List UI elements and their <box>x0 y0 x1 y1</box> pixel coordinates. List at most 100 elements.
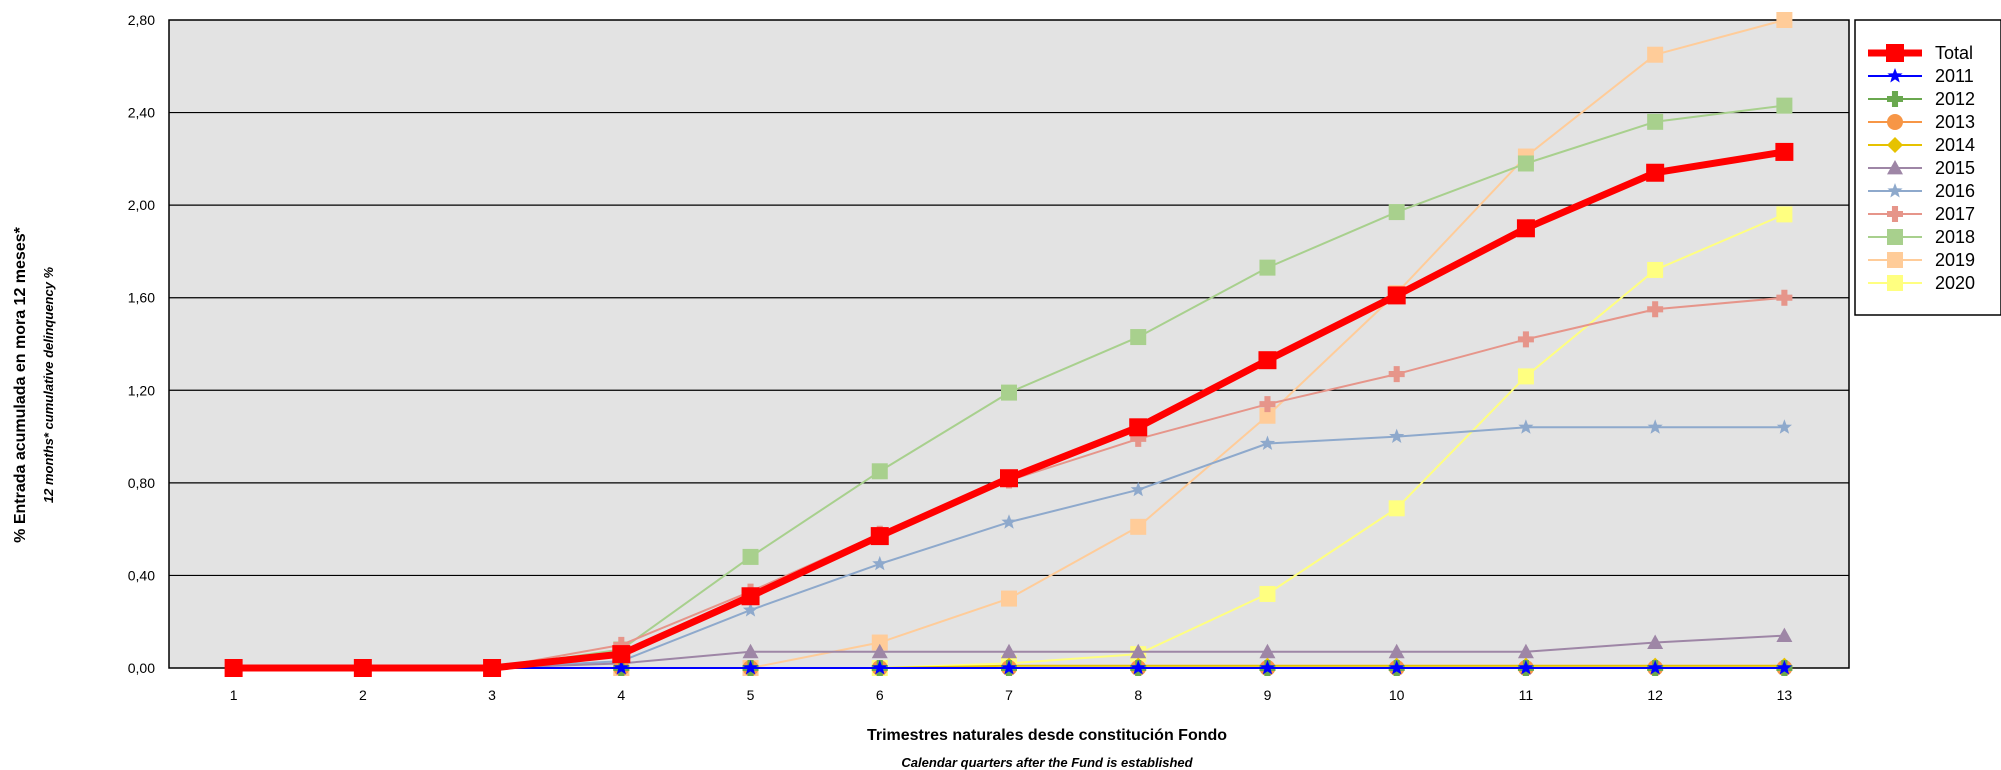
data-point <box>1887 91 1903 107</box>
data-point <box>1130 481 1146 497</box>
data-point <box>1517 368 1534 385</box>
data-point <box>1517 331 1534 348</box>
data-point <box>1130 518 1147 535</box>
x-axis-ticks: 1 2 3 4 5 6 7 8 9 10 11 12 13 <box>230 687 1793 703</box>
legend: Total 2011 2012 2013 2014 2015 2016 2017 2018 201… <box>1854 19 2001 316</box>
data-point <box>1001 643 1017 659</box>
data-point <box>1130 329 1147 346</box>
y-axis-ticks: 0,00 0,40 0,80 1,20 1,60 2,00 2,40 2,80 <box>128 12 155 676</box>
data-point <box>742 548 759 565</box>
y-tick-label: 0,40 <box>128 567 155 583</box>
data-point <box>872 555 888 571</box>
data-point <box>1775 142 1794 161</box>
data-point <box>1130 660 1146 675</box>
data-point <box>483 659 502 677</box>
data-point <box>742 602 759 617</box>
x-tick-label: 8 <box>1134 687 1142 703</box>
data-point <box>1517 155 1534 172</box>
data-point <box>1129 418 1148 437</box>
data-point <box>1646 163 1665 182</box>
data-point <box>1259 643 1276 659</box>
data-point <box>1130 430 1147 447</box>
legend-label: 2015 <box>1935 158 1975 178</box>
data-point <box>1259 396 1276 413</box>
plot-area <box>168 19 1850 669</box>
y-axis-title: % Entrada acumulada en mora 12 meses* <box>12 226 29 542</box>
data-point <box>742 660 759 675</box>
x-axis-title: Trimestres naturales desde constitución … <box>867 727 1227 744</box>
data-point <box>1887 252 1903 268</box>
legend-item-2016: 2016 <box>1868 181 1975 201</box>
data-point <box>1887 206 1903 222</box>
data-point <box>1259 660 1276 675</box>
x-tick-label: 4 <box>617 687 625 703</box>
data-point <box>1647 419 1663 434</box>
data-point <box>1647 46 1664 63</box>
data-point <box>1000 469 1018 488</box>
x-tick-label: 12 <box>1647 687 1663 703</box>
data-point <box>871 634 888 651</box>
data-point <box>1389 428 1405 443</box>
data-point <box>1887 114 1903 130</box>
legend-label: 2014 <box>1935 135 1975 155</box>
data-point <box>1647 261 1664 278</box>
data-point <box>1518 660 1534 675</box>
data-point <box>1776 206 1793 223</box>
data-point <box>1647 634 1664 649</box>
data-point <box>1887 68 1903 83</box>
data-point <box>1001 590 1017 607</box>
legend-label: 2012 <box>1935 89 1975 109</box>
data-point <box>1518 419 1534 434</box>
x-tick-label: 13 <box>1777 687 1793 703</box>
data-point <box>1259 435 1276 450</box>
data-point <box>1389 660 1405 675</box>
legend-item-2012: 2012 <box>1868 89 1975 109</box>
data-point <box>871 463 888 480</box>
data-point <box>613 636 630 653</box>
x-tick-label: 1 <box>230 687 238 703</box>
data-point <box>612 645 631 664</box>
legend-label: 2017 <box>1935 204 1975 224</box>
x-tick-label: 7 <box>1005 687 1013 703</box>
data-point <box>1001 384 1017 401</box>
y-tick-label: 1,60 <box>128 290 155 306</box>
x-tick-label: 2 <box>359 687 367 703</box>
y-tick-label: 2,80 <box>128 12 155 28</box>
data-point <box>1647 301 1664 318</box>
legend-label: 2013 <box>1935 112 1975 132</box>
data-point <box>1776 660 1792 675</box>
data-point <box>1001 660 1017 675</box>
data-point <box>1776 289 1793 306</box>
data-point <box>871 643 888 659</box>
legend-item-2014: 2014 <box>1868 135 1975 155</box>
data-point <box>1516 219 1535 238</box>
x-tick-label: 9 <box>1264 687 1272 703</box>
data-point <box>1388 643 1405 659</box>
legend-item-2011: 2011 <box>1868 66 1974 86</box>
y-tick-label: 0,80 <box>128 475 155 491</box>
data-point <box>1776 419 1792 434</box>
legend-item-total: Total <box>1868 43 1973 63</box>
legend-item-2018: 2018 <box>1868 227 1975 247</box>
data-point <box>1776 12 1793 28</box>
series-total <box>224 142 1794 677</box>
data-point <box>1130 643 1147 659</box>
legend-label: 2019 <box>1935 250 1975 270</box>
data-point <box>1887 275 1903 291</box>
data-point <box>1647 660 1663 675</box>
series-group <box>224 12 1794 677</box>
data-point <box>613 660 629 675</box>
x-tick-label: 3 <box>488 687 496 703</box>
legend-item-2015: 2015 <box>1868 158 1975 178</box>
data-point <box>1258 351 1277 370</box>
data-point <box>1647 113 1664 130</box>
data-point <box>353 659 372 677</box>
data-point <box>1001 514 1017 529</box>
data-point <box>870 527 889 546</box>
data-point <box>742 643 759 659</box>
data-point <box>1887 183 1903 198</box>
y-axis-subtitle: 12 months* cumulative delinquency % <box>41 266 56 503</box>
y-tick-label: 2,00 <box>128 197 155 213</box>
data-point <box>1388 366 1405 383</box>
